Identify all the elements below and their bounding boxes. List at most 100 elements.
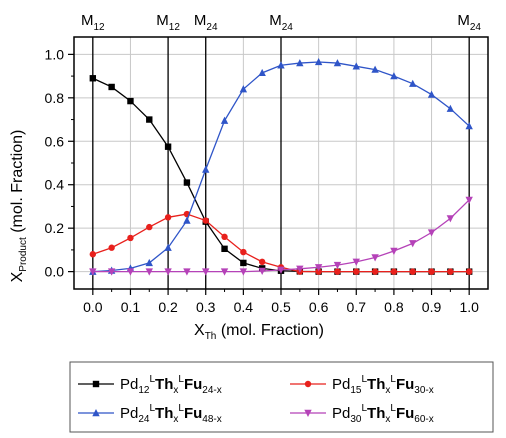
- data-point: [183, 268, 191, 276]
- data-point: [371, 65, 379, 73]
- data-point: [427, 229, 436, 237]
- data-point: [164, 268, 172, 276]
- data-point: [239, 85, 248, 93]
- data-point: [108, 244, 115, 251]
- data-point: [239, 268, 248, 276]
- series-s4: [89, 196, 473, 276]
- data-point: [164, 143, 172, 150]
- legend-label: Pd15LThxLFu30-x: [332, 374, 434, 396]
- data-point: [146, 223, 153, 231]
- x-tick-label: 0.6: [309, 299, 329, 315]
- y-tick-label: 0.4: [45, 177, 65, 193]
- data-point: [296, 265, 304, 273]
- data-point: [89, 75, 97, 82]
- data-point: [314, 264, 323, 272]
- data-point: [221, 233, 228, 241]
- data-point: [371, 268, 379, 275]
- data-point: [390, 72, 398, 80]
- data-point: [352, 62, 360, 70]
- data-point: [183, 179, 191, 186]
- data-point: [202, 268, 210, 276]
- data-point: [409, 79, 417, 87]
- y-tick-label: 0.8: [45, 90, 65, 106]
- legend-box: [69, 361, 494, 433]
- data-point: [258, 258, 266, 266]
- legend-marker: [304, 380, 312, 388]
- data-point: [352, 258, 360, 266]
- data-point: [446, 215, 455, 223]
- data-point: [202, 217, 209, 224]
- data-point: [220, 116, 229, 124]
- data-point: [146, 116, 153, 123]
- data-point: [220, 268, 229, 276]
- data-point: [446, 104, 455, 112]
- data-point: [107, 268, 116, 276]
- vertical-line-label: M12: [156, 12, 180, 33]
- data-point: [371, 254, 379, 262]
- data-point: [164, 214, 172, 221]
- x-tick-label: 0.7: [347, 299, 367, 315]
- data-point: [221, 245, 228, 253]
- data-point: [164, 243, 172, 251]
- data-point: [202, 165, 210, 173]
- data-point: [409, 268, 416, 275]
- data-point: [314, 57, 323, 66]
- legend-item: Pd24LThxLFu48-x: [78, 403, 222, 425]
- x-tick-label: 0.2: [158, 299, 178, 315]
- data-point: [465, 268, 473, 275]
- data-point: [127, 97, 134, 105]
- legend-label: Pd24LThxLFu48-x: [120, 403, 222, 425]
- x-tick-label: 0.3: [196, 299, 216, 315]
- data-point: [240, 248, 247, 256]
- data-point: [296, 59, 304, 67]
- legend-marker: [92, 409, 100, 417]
- y-tick-label: 1.0: [45, 46, 65, 62]
- data-point: [333, 59, 342, 67]
- data-point: [409, 240, 417, 248]
- series-layer: [89, 57, 473, 276]
- x-tick-label: 0.4: [234, 299, 254, 315]
- x-tick-label: 0.5: [271, 299, 291, 315]
- legend-marker: [92, 380, 100, 388]
- x-tick-label: 0.0: [83, 299, 103, 315]
- axes-ticks: 0.0 0.1 0.2 0.3 0.4 0.5 0.6 0.7 0.8 0.9 1.0 0.0 0.2 0…: [45, 46, 480, 315]
- data-point: [89, 251, 97, 258]
- data-point: [334, 268, 341, 275]
- data-point: [390, 247, 398, 255]
- data-point: [89, 268, 97, 276]
- vertical-line-label: M12: [81, 12, 105, 33]
- data-point: [315, 268, 322, 275]
- legend-item: Pd30LThxLFu60-x: [290, 403, 434, 425]
- data-point: [428, 268, 435, 275]
- data-point: [277, 266, 285, 274]
- legend: Pd12LThxLFu24-x Pd15LThxLFu30-x Pd24LThxLF…: [69, 361, 494, 433]
- svg-text:XProduct (mol. Fraction): XProduct (mol. Fraction): [9, 130, 29, 283]
- y-tick-label: 0.0: [45, 264, 65, 280]
- series-s3: [89, 57, 473, 275]
- legend-label: Pd30LThxLFu60-x: [332, 403, 434, 425]
- data-point: [145, 258, 153, 267]
- legend-item: Pd12LThxLFu24-x: [78, 374, 222, 396]
- x-tick-label: 0.9: [422, 299, 442, 315]
- data-point: [127, 234, 134, 242]
- data-point: [126, 268, 135, 276]
- data-point: [277, 61, 285, 69]
- data-point: [258, 267, 266, 275]
- data-point: [108, 83, 115, 91]
- vertical-line-label: M24: [457, 12, 481, 33]
- legend-label: Pd12LThxLFu24-x: [120, 374, 222, 396]
- data-point: [465, 196, 473, 204]
- x-tick-label: 0.8: [384, 299, 404, 315]
- x-tick-label: 1.0: [459, 299, 479, 315]
- y-axis-title: XProduct (mol. Fraction): [9, 130, 29, 283]
- data-point: [353, 268, 360, 275]
- data-point: [145, 268, 153, 276]
- y-tick-label: 0.2: [45, 220, 65, 236]
- data-point: [427, 90, 436, 98]
- data-point: [390, 268, 398, 275]
- y-tick-label: 0.6: [45, 133, 65, 149]
- data-point: [183, 216, 191, 224]
- x-tick-label: 0.1: [121, 299, 141, 315]
- data-point: [465, 122, 473, 130]
